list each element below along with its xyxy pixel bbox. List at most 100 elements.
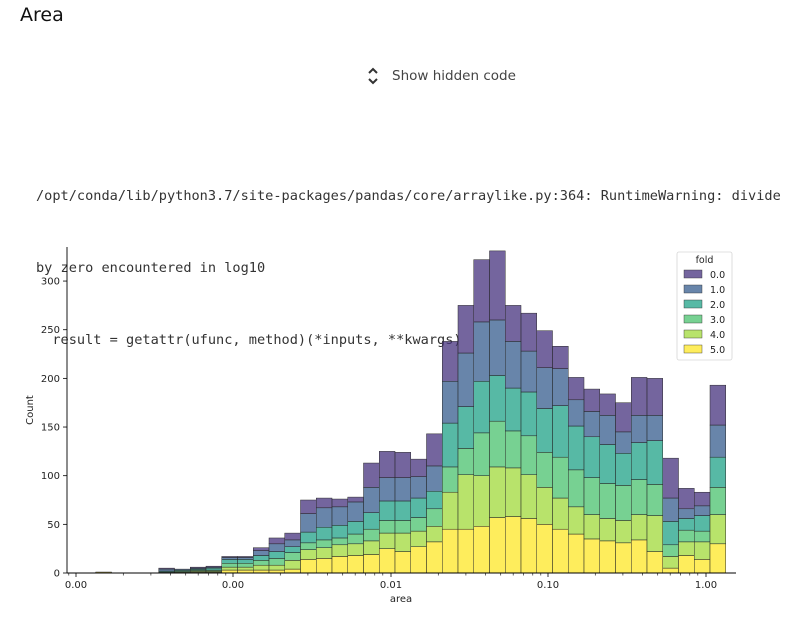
x-tick-label: 0.10 — [537, 580, 559, 591]
histogram-bar — [678, 488, 695, 510]
legend-swatch — [683, 329, 703, 339]
histogram-bar — [631, 377, 648, 416]
histogram-bar — [379, 477, 396, 502]
histogram-bar — [410, 546, 427, 574]
histogram-bar — [379, 548, 396, 574]
histogram-bar — [284, 568, 301, 574]
histogram-bar — [410, 530, 427, 547]
y-tick-label: 150 — [41, 423, 60, 434]
histogram-bar — [394, 500, 411, 521]
histogram-bar — [284, 539, 301, 547]
histogram-bar — [268, 543, 285, 552]
histogram-bar — [709, 424, 726, 458]
histogram-bar — [300, 549, 317, 560]
histogram-bar — [583, 477, 600, 515]
histogram-bar — [646, 551, 663, 574]
histogram-bar — [583, 411, 600, 438]
histogram-bar — [331, 498, 348, 508]
histogram-bar — [473, 321, 490, 382]
histogram-bar — [379, 451, 396, 478]
histogram-bar — [615, 485, 632, 521]
histogram-bar — [426, 526, 443, 543]
histogram-bar — [631, 415, 648, 443]
histogram-bar — [646, 378, 663, 416]
histogram-bar — [347, 521, 364, 535]
histogram-bar — [568, 469, 585, 508]
histogram-bar — [646, 484, 663, 516]
legend-swatch — [683, 344, 703, 354]
histogram-bar — [568, 425, 585, 471]
histogram-bar — [520, 312, 537, 352]
histogram-bar — [678, 541, 695, 556]
histogram-bar — [662, 521, 679, 546]
y-tick-label: 300 — [41, 277, 60, 288]
show-hidden-code-toggle[interactable]: Show hidden code — [366, 67, 516, 85]
histogram-bar — [536, 408, 553, 453]
histogram-bar — [426, 491, 443, 510]
histogram-bar — [300, 513, 317, 533]
histogram-bar — [583, 538, 600, 574]
histogram-bar — [237, 559, 254, 564]
histogram-bar — [473, 475, 490, 527]
histogram-bar — [536, 452, 553, 488]
histogram-bar — [583, 514, 600, 540]
histogram-bar — [394, 551, 411, 574]
histogram-bar — [631, 442, 648, 480]
histogram-bar — [568, 533, 585, 574]
histogram-bar — [457, 474, 474, 530]
y-tick-label: 250 — [41, 325, 60, 336]
histogram-bar — [520, 518, 537, 574]
histogram-bar — [347, 555, 364, 574]
histogram-bar — [394, 520, 411, 534]
histogram-bar — [300, 542, 317, 550]
histogram-bar — [363, 540, 380, 555]
legend-label: 4.0 — [710, 330, 725, 341]
legend-label: 3.0 — [710, 315, 725, 326]
histogram-bar — [442, 341, 459, 382]
histogram-bar — [662, 457, 679, 499]
histogram-bar — [237, 557, 254, 560]
histogram-bar — [662, 567, 679, 574]
histogram-bar — [268, 558, 285, 566]
histogram-bar — [489, 375, 506, 422]
histogram-bar — [520, 474, 537, 519]
histogram-bar — [473, 259, 490, 323]
histogram-bar — [331, 544, 348, 557]
histogram-bar — [505, 516, 522, 574]
histogram-bar — [379, 500, 396, 521]
histogram-bar — [426, 508, 443, 527]
histogram-bar — [394, 452, 411, 478]
histogram-bar — [599, 444, 616, 484]
histogram-bar — [331, 537, 348, 546]
histogram-bar — [331, 525, 348, 539]
histogram-bar — [205, 567, 222, 571]
histogram-bar — [316, 527, 333, 541]
histogram-bar — [442, 381, 459, 424]
histogram-bar — [253, 555, 270, 561]
histogram-bar — [221, 556, 238, 558]
histogram-bar — [363, 487, 380, 513]
histogram-bar — [631, 479, 648, 515]
histogram-bar — [473, 526, 490, 574]
y-tick-label: 100 — [41, 471, 60, 482]
histogram-bar — [694, 491, 711, 507]
histogram-bar — [347, 543, 364, 556]
histogram-bar — [489, 466, 506, 518]
histogram-bar — [536, 487, 553, 525]
show-hidden-code-label: Show hidden code — [392, 68, 516, 84]
histogram-bar — [552, 405, 569, 458]
histogram-bar — [552, 456, 569, 499]
histogram-bar — [568, 399, 585, 427]
histogram-bar — [489, 420, 506, 468]
histogram-bar — [158, 567, 175, 570]
histogram-bar — [331, 506, 348, 526]
histogram-bar — [457, 448, 474, 475]
histogram-bar — [410, 476, 427, 499]
area-histogram-chart: 0 50 100 150 200 250 300 0.00 0.00 0.01 0.10 1.00 ar… — [25, 247, 736, 605]
histogram-bar — [331, 556, 348, 574]
histogram-bar — [646, 440, 663, 485]
expand-collapse-icon — [368, 67, 378, 85]
legend-swatch — [683, 284, 703, 294]
cell-output-warning: /opt/conda/lib/python3.7/site-packages/p… — [36, 136, 792, 376]
histogram-bar — [379, 520, 396, 534]
